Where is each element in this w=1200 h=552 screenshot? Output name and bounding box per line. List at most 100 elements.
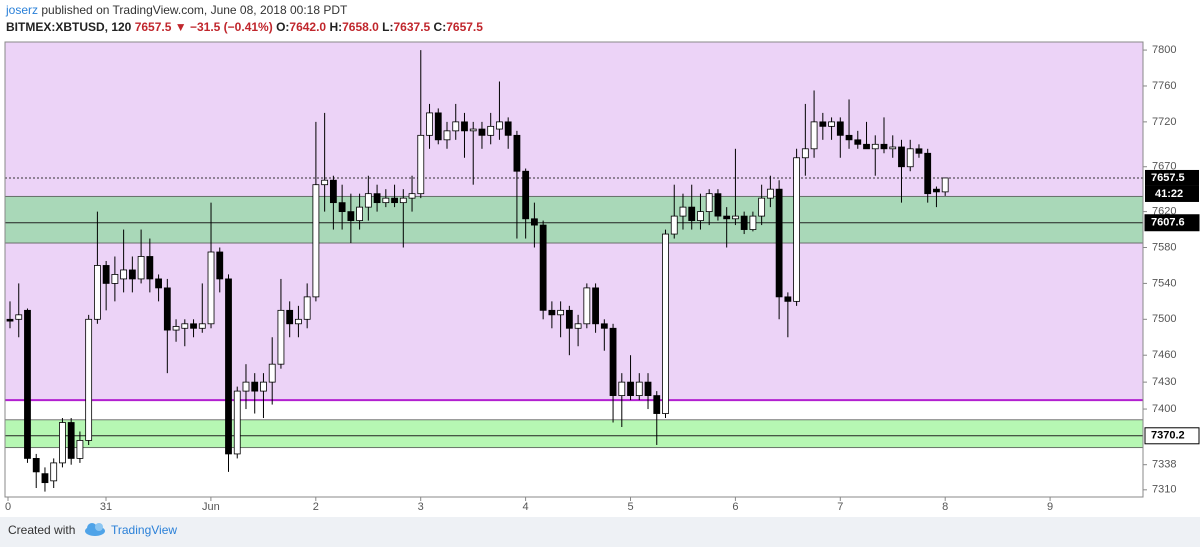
candle-body [810,121,818,150]
candle-body [76,440,84,459]
x-tick-label: 7 [837,501,843,513]
ohlc-label: L: [382,20,393,34]
candle-body [251,381,259,392]
candle-body [583,287,591,325]
author[interactable]: joserz [5,3,38,17]
candle-body [50,462,58,482]
footer-brand[interactable]: TradingView [111,523,177,537]
candle-body [6,318,14,322]
candle-body [399,197,407,204]
candle-body [312,184,320,298]
candle-body [758,197,766,217]
candle-body [933,188,940,193]
candle-body [793,157,800,302]
candle-body [635,381,643,396]
candle-body [260,381,267,392]
candle-body [766,188,774,199]
ohlc-value: 7658.0 [342,20,379,34]
y-tick-label: 7800 [1152,44,1176,56]
candle-body [24,309,31,459]
candle-body [522,170,530,220]
x-tick-label: 0 [5,501,11,513]
x-tick-label: Jun [202,501,220,513]
logo [85,523,105,536]
candle-body [111,274,119,284]
level-label: 7370.2 [1151,430,1185,442]
candle-body [679,206,687,217]
candle-body [828,121,835,127]
candle-body [723,215,731,220]
candle-body [600,323,608,329]
candle-body [59,422,66,464]
last-price-box [1145,169,1199,186]
candle-body [775,188,783,298]
candle-body [565,309,573,329]
y-tick-label: 7338 [1152,459,1176,471]
y-tick-label: 7460 [1152,349,1176,361]
y-tick-label: 7580 [1152,241,1176,253]
candle-body [190,323,197,329]
candle-body [172,326,180,331]
y-tick-label: 7430 [1152,376,1176,388]
candle-body [137,256,145,280]
level-box [1144,427,1200,445]
candle-body [443,130,451,141]
ohlc-value: 7657.5 [446,20,483,34]
candle-body [801,148,809,159]
candle-body [94,265,101,320]
x-tick-label: 8 [942,501,948,513]
candle-body [915,148,923,154]
y-tick-label: 7540 [1152,277,1176,289]
candle-body [120,269,128,280]
x-tick-label: 4 [523,501,529,513]
candle-body [487,125,495,136]
candle-body [295,318,302,325]
candle-body [478,128,486,136]
footer [0,517,1200,547]
ohlc-label: H: [329,20,342,34]
candle-body [225,278,232,455]
y-tick-label: 7310 [1152,484,1176,496]
y-tick-label: 7720 [1152,116,1176,128]
candle-body [714,193,722,217]
level-box [1144,214,1200,232]
candle-body [417,134,425,195]
candle-body [924,152,932,195]
last: 7657.5 [135,20,172,34]
candle-body [906,148,914,168]
x-tick-label: 9 [1047,501,1053,513]
candle-body [347,211,355,221]
candle-body [216,251,224,280]
candle-body [277,309,285,365]
candle-body [740,215,748,230]
candle-body [207,251,215,325]
header-line-2: BITMEX:XBTUSD, 120 7657.5 ▼ −31.5 (−0.41… [6,20,483,34]
candle-body [749,215,757,230]
candle-body [539,224,547,311]
candle-body [155,278,162,289]
candle-body [373,193,381,204]
candle-body [705,193,713,213]
plot: 7800 7760 7720 7670 7 6 2 0 7580 7540 7500 7460 7430… [4,41,1200,513]
ohlc-value: 7642.0 [289,20,326,34]
ohlc-value: 7637.5 [394,20,431,34]
candle-body [548,309,556,316]
footer-created: Created with [8,523,75,537]
candle-body [408,193,416,199]
candle-body [286,309,294,325]
candle-body [732,215,739,220]
symbol: BITMEX:XBTUSD, 120 [6,20,132,34]
candle-body [592,287,599,325]
published: published on TradingView.com, June 08, 2… [41,3,348,17]
x-tick-label: 5 [627,501,633,513]
candle-body [242,381,250,392]
x-tick-label: 2 [313,501,319,513]
candle-body [321,179,329,186]
countdown-label: 41:22 [1155,188,1183,200]
countdown-box [1145,185,1199,202]
last-price-label: 7657.5 [1151,172,1185,184]
candle-body [697,211,704,221]
change: −31.5 (−0.41%) [190,20,273,34]
candle-body [531,218,538,226]
